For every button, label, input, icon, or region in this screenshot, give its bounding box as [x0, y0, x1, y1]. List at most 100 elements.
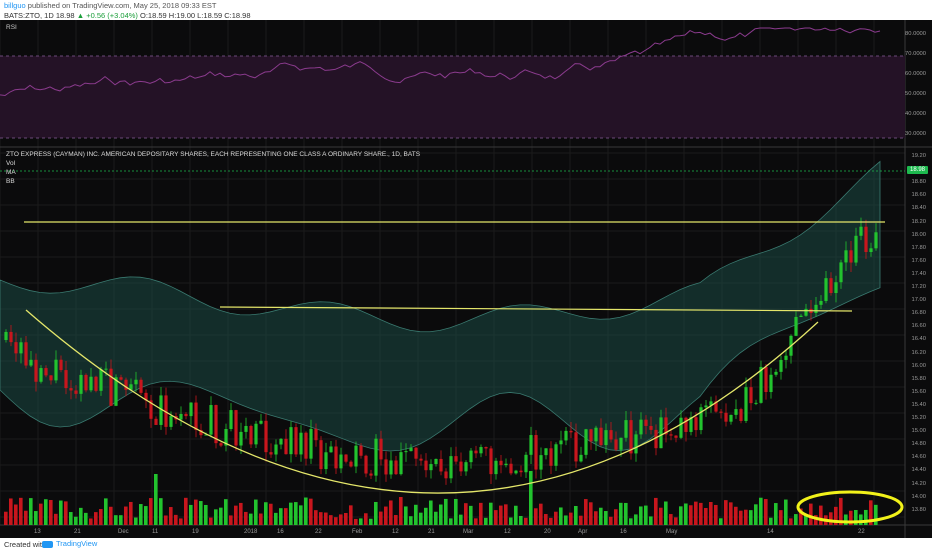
volume-bar: [434, 511, 438, 525]
candle-body: [524, 454, 528, 473]
chart-area[interactable]: RSI ZTO EXPRESS (CAYMAN) INC. AMERICAN D…: [0, 20, 932, 538]
candle-body: [374, 438, 378, 476]
volume-bar: [779, 510, 783, 525]
candle-body: [554, 444, 558, 466]
candle-body: [589, 429, 593, 442]
volume-bar: [314, 510, 318, 525]
author-link[interactable]: billguo: [4, 1, 26, 10]
candle-body: [399, 452, 403, 475]
rsi-axis-label: 50.0000: [905, 91, 926, 97]
price-axis-label: 15.00: [911, 428, 926, 435]
candle-body: [329, 446, 333, 453]
volume-bar: [149, 498, 153, 525]
volume-bar: [369, 518, 373, 525]
price-axis-label: 18.20: [911, 218, 926, 225]
candle-body: [814, 304, 818, 314]
price-axis-label: 15.80: [911, 375, 926, 382]
candle-body: [409, 447, 413, 452]
candle-body: [429, 464, 433, 471]
volume-bar: [524, 517, 528, 525]
volume-bar: [379, 511, 383, 525]
candle-body: [274, 444, 278, 455]
volume-bar: [469, 505, 473, 525]
volume-bar: [729, 502, 733, 525]
price-axis-label: 18.60: [911, 192, 926, 199]
candle-body: [849, 250, 853, 263]
volume-bar: [59, 500, 63, 525]
indicator-ma[interactable]: MA: [6, 169, 16, 176]
volume-bar: [344, 512, 348, 525]
time-axis-label: Feb: [352, 529, 363, 535]
indicator-vol[interactable]: Vol: [6, 160, 16, 167]
candle-body: [4, 331, 8, 340]
volume-bar: [809, 503, 813, 525]
candle-body: [359, 445, 363, 456]
candle-body: [319, 440, 323, 470]
candle-body: [324, 452, 328, 470]
candle-body: [739, 409, 743, 421]
volume-bar: [109, 506, 113, 525]
rsi-axis-label: 60.0000: [905, 71, 926, 77]
volume-bar: [829, 512, 833, 525]
candle-body: [569, 430, 573, 433]
time-axis-label: 13: [34, 529, 41, 535]
candle-body: [169, 416, 173, 427]
candle-body: [289, 427, 293, 455]
volume-bar: [139, 504, 143, 525]
volume-bar: [704, 508, 708, 525]
candle-body: [634, 434, 638, 454]
volume-bar: [179, 518, 183, 525]
volume-bar: [259, 513, 263, 525]
volume-bar: [579, 515, 583, 525]
candle-body: [479, 447, 483, 454]
volume-bar: [874, 504, 878, 525]
volume-bar: [649, 516, 653, 525]
candle-body: [609, 430, 613, 440]
volume-bar: [544, 514, 548, 525]
volume-bar: [114, 515, 118, 525]
symbol-label: BATS:ZTO, 1D: [4, 11, 54, 20]
volume-bar: [169, 507, 173, 525]
volume-bar: [584, 499, 588, 525]
candle-body: [484, 447, 488, 449]
candle-body: [74, 390, 78, 394]
time-axis-label: 12: [504, 529, 511, 535]
candle-body: [799, 315, 803, 317]
chart-canvas[interactable]: [0, 20, 932, 538]
candle-body: [314, 428, 318, 441]
volume-bar: [504, 504, 508, 525]
volume-bar: [24, 510, 28, 525]
publish-text: published on TradingView.com, May 25, 20…: [27, 1, 217, 10]
time-axis-label: 2018: [244, 529, 258, 535]
candle-body: [134, 379, 138, 385]
tradingview-logo[interactable]: TradingView: [42, 539, 97, 548]
volume-bar: [654, 497, 658, 525]
volume-bar: [614, 509, 618, 525]
candle-body: [574, 432, 578, 462]
candle-body: [189, 402, 193, 417]
candle-body: [714, 401, 718, 412]
indicator-bb[interactable]: BB: [6, 178, 15, 185]
candle-body: [154, 418, 158, 425]
volume-bar: [594, 511, 598, 525]
candle-body: [664, 417, 668, 435]
bollinger-band: [0, 160, 881, 452]
candle-body: [769, 374, 773, 393]
volume-bar: [29, 498, 33, 525]
volume-bar: [144, 506, 148, 525]
candle-body: [834, 282, 838, 294]
candle-body: [79, 374, 83, 394]
time-axis-label: Mar: [463, 529, 474, 535]
volume-bar: [514, 505, 518, 525]
candle-body: [854, 235, 858, 263]
candle-body: [69, 388, 73, 391]
candle-body: [839, 262, 843, 283]
volume-bar: [839, 497, 843, 525]
candle-body: [354, 445, 358, 467]
volume-bar: [214, 509, 218, 525]
candle-body: [419, 458, 423, 461]
candle-body: [644, 419, 648, 426]
volume-bar: [299, 505, 303, 525]
candle-body: [504, 463, 508, 466]
time-axis-label: 14: [767, 529, 774, 535]
